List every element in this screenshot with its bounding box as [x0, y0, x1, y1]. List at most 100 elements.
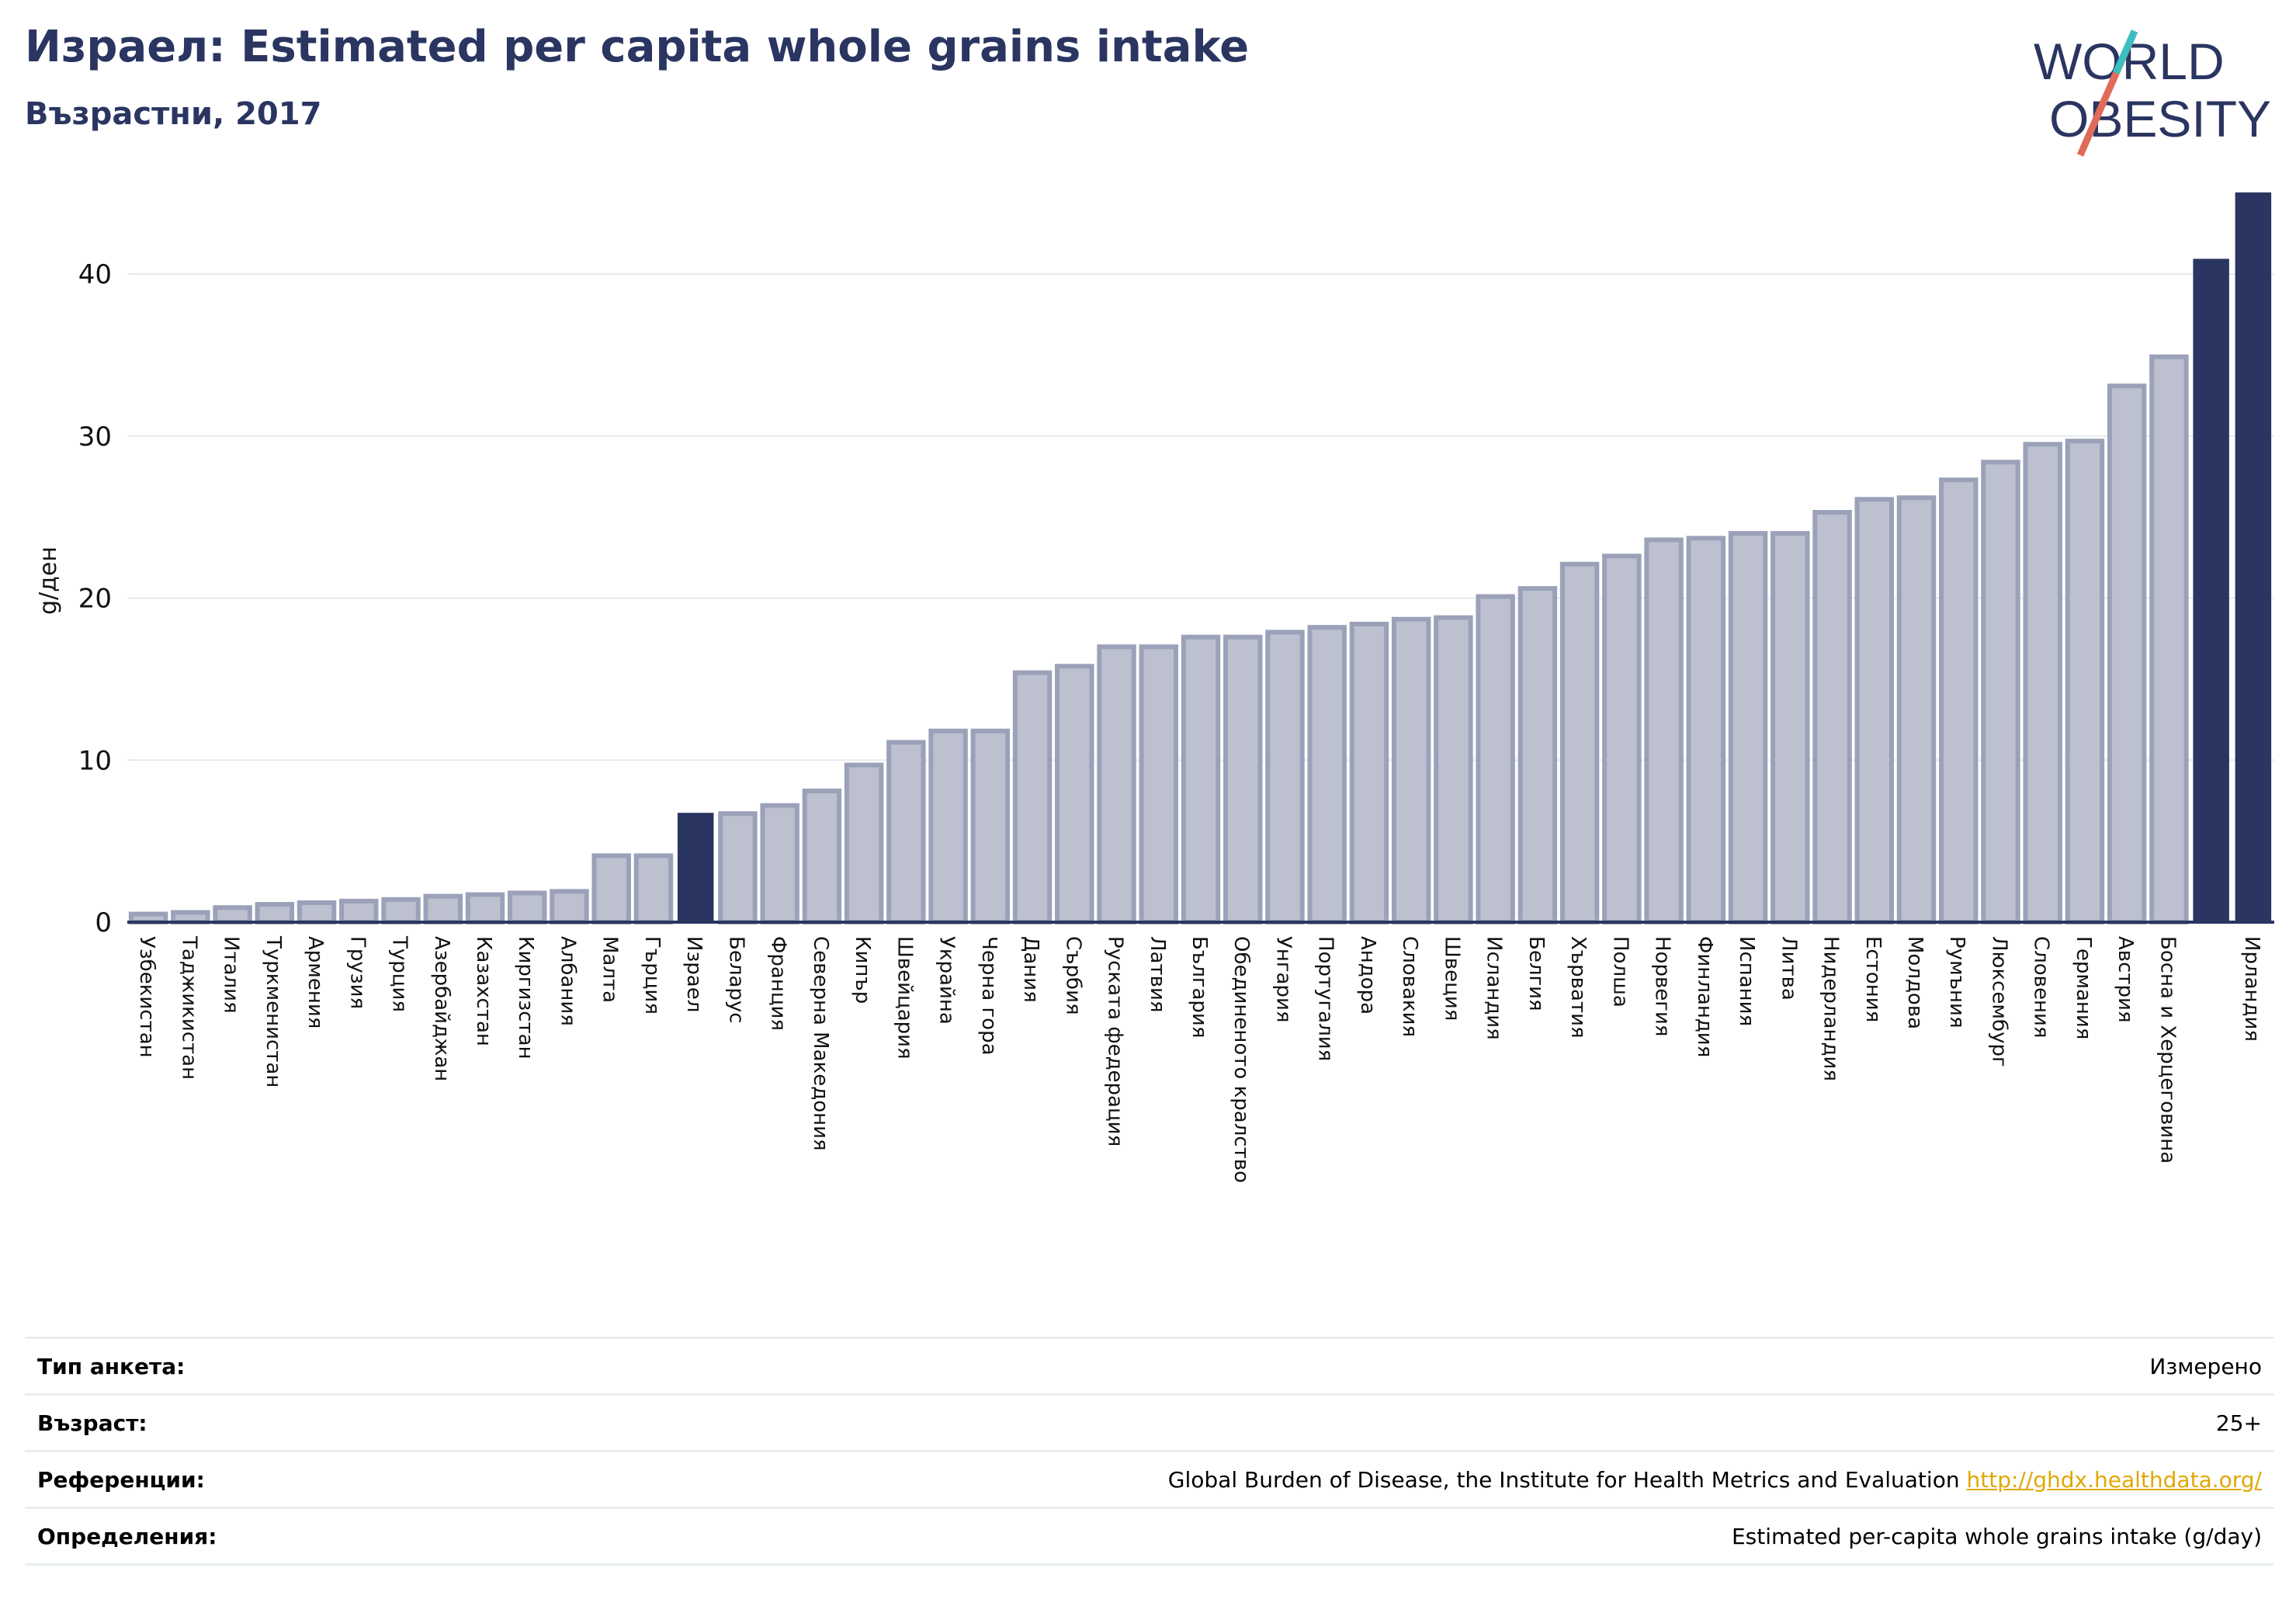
- x-tick-label: Туркменистан: [262, 935, 285, 1087]
- x-tick-label: Узбекистан: [135, 936, 158, 1058]
- x-tick-label: Швеция: [1440, 936, 1463, 1021]
- bar: [802, 788, 842, 925]
- x-tick-label: Нидерландия: [1819, 936, 1843, 1081]
- bar: [1896, 495, 1937, 924]
- x-tick-label: Литва: [1777, 936, 1800, 1001]
- x-tick-label: Германия: [2072, 936, 2095, 1039]
- x-tick-label: Франция: [767, 936, 790, 1031]
- bar: [1686, 536, 1726, 924]
- info-value: 25+: [2215, 1410, 2262, 1436]
- x-tick-label: Казахстан: [472, 936, 495, 1046]
- info-label: Определения:: [37, 1523, 217, 1549]
- bar: [844, 762, 884, 925]
- x-tick-label: Украйна: [935, 936, 959, 1025]
- bar: [1349, 622, 1389, 924]
- bar: [1981, 460, 2020, 924]
- x-tick-label: Обединеното кралство: [1230, 936, 1253, 1183]
- x-tick-label: Малта: [598, 936, 622, 1003]
- y-tick-label: 20: [78, 584, 112, 615]
- info-label: Референции:: [37, 1466, 205, 1493]
- reference-link[interactable]: http://ghdx.healthdata.org/: [1966, 1466, 2262, 1493]
- bar: [1476, 594, 1515, 924]
- chart-title: Израел: Estimated per capita whole grain…: [25, 22, 1250, 72]
- bar: [381, 897, 421, 924]
- x-tick-label: Словения: [2030, 936, 2053, 1039]
- info-row-definitions: Определения: Estimated per-capita whole …: [25, 1507, 2274, 1566]
- bar: [2065, 439, 2105, 924]
- x-tick-label: Албания: [556, 936, 579, 1026]
- bar: [1055, 664, 1094, 924]
- x-tick-label: Полша: [1608, 936, 1632, 1008]
- info-row-survey-type: Тип анкета: Измерено: [25, 1337, 2274, 1393]
- x-tick-label: Швейцария: [893, 936, 916, 1060]
- bar-highlighted: [2193, 258, 2229, 924]
- bar-chart: 0 10 20 30 40 g/ден Узбекистан Таджикистан Итали…: [35, 192, 2274, 1183]
- x-tick-label: Исландия: [1483, 936, 1506, 1040]
- x-tick-label: Армения: [303, 936, 327, 1028]
- x-tick-label: Румъния: [1945, 936, 1968, 1028]
- bar: [1938, 477, 1979, 924]
- bar: [255, 902, 295, 924]
- bar: [1223, 634, 1263, 925]
- bar: [297, 900, 337, 925]
- y-tick-label: 40: [78, 259, 112, 290]
- bar: [1012, 670, 1053, 924]
- x-tick-label: Словакия: [1398, 936, 1421, 1037]
- x-tick-label: Португалия: [1314, 936, 1337, 1061]
- chart-subtitle: Възрастни, 2017: [25, 96, 322, 132]
- y-axis-label: g/ден: [35, 546, 62, 615]
- bar: [213, 905, 252, 925]
- x-tick-label: Латвия: [1146, 936, 1169, 1013]
- bar: [1602, 553, 1642, 924]
- bar: [1434, 615, 1473, 924]
- y-tick-label: 0: [95, 907, 112, 938]
- bar: [1517, 586, 1558, 925]
- info-value: Измерено: [2149, 1353, 2262, 1379]
- x-tick-label: Андора: [1356, 936, 1379, 1015]
- bar: [633, 853, 674, 925]
- x-tick-label: Израел: [682, 936, 706, 1012]
- x-tick-label: Турция: [388, 935, 411, 1012]
- bar: [1812, 510, 1852, 924]
- x-tick-label: Естония: [1861, 936, 1885, 1022]
- bar: [2149, 354, 2189, 924]
- bar: [1181, 634, 1221, 925]
- x-tick-label: Руската федерация: [1104, 936, 1127, 1146]
- x-tick-label: Гърция: [640, 936, 664, 1015]
- x-tick-label: Финландия: [1693, 936, 1716, 1057]
- x-tick-label: Унгария: [1271, 936, 1295, 1022]
- world-obesity-logo: WORLD OBESITY: [2034, 29, 2271, 157]
- bar: [1097, 644, 1136, 925]
- info-row-references: Референции: Global Burden of Disease, th…: [25, 1450, 2274, 1507]
- info-label: Тип анкета:: [37, 1353, 186, 1379]
- info-value: Global Burden of Disease, the Institute …: [1168, 1467, 2262, 1493]
- bar: [2107, 383, 2147, 924]
- bar: [1307, 625, 1347, 924]
- bar: [1771, 531, 1810, 924]
- x-tick-label: Дания: [1019, 936, 1042, 1003]
- bar: [970, 728, 1011, 924]
- bar: [465, 892, 505, 924]
- bar-highlighted: [2235, 192, 2272, 923]
- bar: [1559, 561, 1600, 924]
- x-tick-label: Австрия: [2114, 936, 2137, 1023]
- info-table: Тип анкета: Измерено Възраст: 25+ Рефере…: [25, 1337, 2274, 1566]
- info-label: Възраст:: [37, 1410, 147, 1436]
- info-row-age: Възраст: 25+: [25, 1393, 2274, 1450]
- x-tick-label: Люксембург: [1987, 936, 2010, 1067]
- x-tick-label: Беларус: [724, 936, 747, 1024]
- x-tick-label: Таджикистан: [177, 935, 200, 1080]
- bar: [1265, 630, 1305, 924]
- x-tick-label: Молдова: [1903, 936, 1927, 1029]
- x-tick-label: Хърватия: [1566, 936, 1590, 1039]
- x-tick-label: Грузия: [345, 936, 369, 1009]
- bar: [2023, 442, 2062, 924]
- x-tick-label: Северна Македония: [809, 936, 832, 1151]
- bar: [550, 889, 589, 924]
- bar: [760, 803, 799, 924]
- bar: [339, 898, 379, 924]
- bar: [886, 740, 926, 925]
- x-tick-label: Босна и Херцеговина: [2156, 936, 2179, 1164]
- bar: [507, 890, 547, 925]
- bar: [591, 853, 631, 925]
